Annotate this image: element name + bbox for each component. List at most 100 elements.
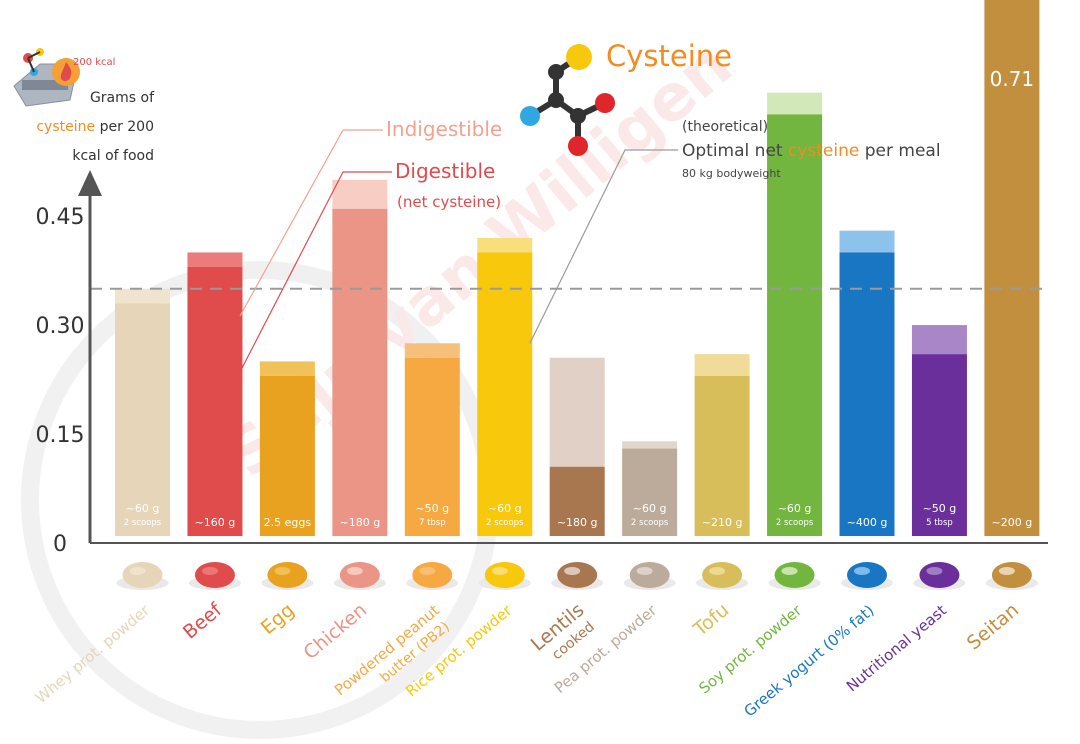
- category-label-beef: Beef: [179, 598, 227, 643]
- yogurt-icon: [841, 562, 893, 590]
- bar-pea-prot-powder: ~60 g 2 scoops: [622, 441, 678, 536]
- bar-digestible-soy-prot-powder: [767, 114, 823, 537]
- y-tick-label: 0.30: [36, 314, 85, 339]
- egg-icon: [261, 562, 314, 590]
- tofu-icon: [696, 562, 749, 590]
- chart-title: Cysteine: [606, 39, 732, 73]
- beef-icon: [188, 562, 241, 590]
- legend-digestible: Digestible: [395, 159, 495, 183]
- bar-digestible-seitan: [984, 0, 1040, 536]
- bar-indigestible-nutritional-yeast: [911, 325, 967, 355]
- y-axis: [78, 170, 102, 543]
- ylabel-line3: kcal of food: [72, 148, 154, 164]
- bar-digestible-greek-yogurt-0-fat: [839, 252, 895, 536]
- cysteine-molecule-icon: [520, 44, 615, 156]
- bar-amount-lentils: ~180 g: [557, 516, 598, 529]
- bar-indigestible-tofu: [694, 354, 750, 376]
- bar-nutritional-yeast: ~50 g 5 tbsp: [911, 325, 967, 536]
- yeast-icon: [913, 562, 966, 590]
- peanut-butter-icon: [406, 562, 459, 590]
- reference-annotation: (theoretical) Optimal net cysteine per m…: [529, 119, 941, 344]
- bar-amount-unit-pea-prot-powder: 2 scoops: [631, 518, 669, 528]
- bar-amount-soy-prot-powder: ~60 g: [778, 502, 812, 515]
- bar-rice-prot-powder: ~60 g 2 scoops: [477, 237, 533, 536]
- bar-indigestible-egg: [259, 361, 315, 376]
- icon-kcal-label: 200 kcal: [73, 57, 115, 68]
- bar-amount-nutritional-yeast: ~50 g: [923, 502, 957, 515]
- lentils-icon: [551, 562, 604, 590]
- bar-chicken: ~180 g: [332, 179, 388, 536]
- whey-protein-icon: [116, 562, 169, 590]
- bar-whey-prot-powder: ~60 g 2 scoops: [115, 288, 170, 536]
- bar-lentils: ~180 g: [549, 357, 605, 536]
- y-axis-arrowhead: [78, 170, 102, 196]
- bar-amount-unit-whey-prot-powder: 2 scoops: [124, 518, 162, 528]
- food-icons: [116, 562, 1038, 590]
- reference-line2-pre: Optimal net: [682, 141, 783, 161]
- bar-powdered-peanut: ~50 g 7 tbsp: [404, 343, 460, 536]
- calorie-scale-icon: [13, 48, 80, 107]
- y-tick-label: 0.15: [36, 423, 85, 448]
- bar-greek-yogurt-0-fat: ~400 g: [839, 230, 895, 536]
- bar-digestible-whey-prot-powder: [115, 303, 170, 536]
- bar-digestible-tofu: [694, 375, 750, 536]
- bar-amount-greek-yogurt-0-fat: ~400 g: [847, 516, 888, 529]
- bar-amount-powdered-peanut: ~50 g: [415, 502, 449, 515]
- bar-soy-prot-powder: ~60 g 2 scoops: [767, 92, 823, 537]
- ylabel-line2-rest: per 200: [100, 119, 154, 135]
- reference-line3: 80 kg bodyweight: [682, 167, 781, 180]
- ylabel-line2: cysteine per 200: [36, 119, 154, 135]
- bar-indigestible-whey-prot-powder: [115, 288, 170, 304]
- bar-tofu: ~210 g: [694, 354, 750, 536]
- bar-amount-rice-prot-powder: ~60 g: [488, 502, 522, 515]
- bar-indigestible-lentils: [549, 357, 605, 467]
- bar-amount-unit-powdered-peanut: 7 tbsp: [419, 518, 446, 528]
- bar-digestible-powdered-peanut: [404, 357, 460, 536]
- seitan-icon: [985, 562, 1038, 590]
- reference-cysteine: cysteine: [788, 141, 859, 161]
- reference-leader: [529, 149, 678, 344]
- chicken-icon: [333, 562, 386, 590]
- bar-digestible-pea-prot-powder: [622, 448, 678, 536]
- bar-digestible-beef: [187, 266, 243, 536]
- bar-indigestible-powdered-peanut: [404, 343, 460, 358]
- legend-indigestible: Indigestible: [386, 117, 502, 141]
- y-tick-label: 0.45: [36, 205, 85, 230]
- legend-indigestible-leader: [239, 129, 383, 317]
- bar-beef: ~160 g: [187, 252, 243, 536]
- category-label-chicken: Chicken: [299, 599, 371, 664]
- legend: Indigestible Digestible (net cysteine): [239, 117, 502, 373]
- bar-amount-egg: 2.5 eggs: [264, 516, 312, 529]
- category-label-tofu: Tofu: [689, 599, 734, 641]
- bar-amount-unit-rice-prot-powder: 2 scoops: [486, 518, 524, 528]
- bar-digestible-nutritional-yeast: [911, 354, 967, 536]
- bar-egg: 2.5 eggs: [259, 361, 315, 536]
- category-label-greek-yogurt-0-fat: Greek yogurt (0% fat): [740, 601, 877, 720]
- bar-amount-unit-soy-prot-powder: 2 scoops: [776, 518, 814, 528]
- legend-digestible-leader: [239, 171, 392, 373]
- bar-amount-pea-prot-powder: ~60 g: [633, 502, 667, 515]
- bar-seitan: ~200 g: [984, 0, 1040, 536]
- category-label-seitan: Seitan: [963, 599, 1023, 655]
- bar-digestible-chicken: [332, 208, 388, 536]
- bar-amount-seitan: ~200 g: [992, 516, 1033, 529]
- legend-digestible-sub: (net cysteine): [397, 193, 501, 211]
- bar-amount-beef: ~160 g: [195, 516, 236, 529]
- reference-line1: (theoretical): [682, 119, 768, 135]
- rice-protein-icon: [478, 562, 531, 590]
- y-tick-label: 0: [53, 532, 67, 557]
- bar-indigestible-soy-prot-powder: [767, 92, 823, 115]
- pea-protein-icon: [623, 562, 676, 590]
- bar-indigestible-rice-prot-powder: [477, 237, 533, 253]
- bar-digestible-egg: [259, 375, 315, 536]
- reference-line2: Optimal net cysteine per meal: [682, 141, 941, 161]
- category-label-egg: Egg: [257, 599, 299, 639]
- bar-indigestible-pea-prot-powder: [622, 441, 678, 449]
- bar-indigestible-chicken: [332, 179, 388, 209]
- soy-protein-icon: [768, 562, 821, 590]
- reference-line2-post: per meal: [865, 141, 941, 161]
- bar-amount-whey-prot-powder: ~60 g: [126, 502, 160, 515]
- bar-digestible-lentils: [549, 466, 605, 536]
- top-value-label: 0.71: [990, 67, 1035, 91]
